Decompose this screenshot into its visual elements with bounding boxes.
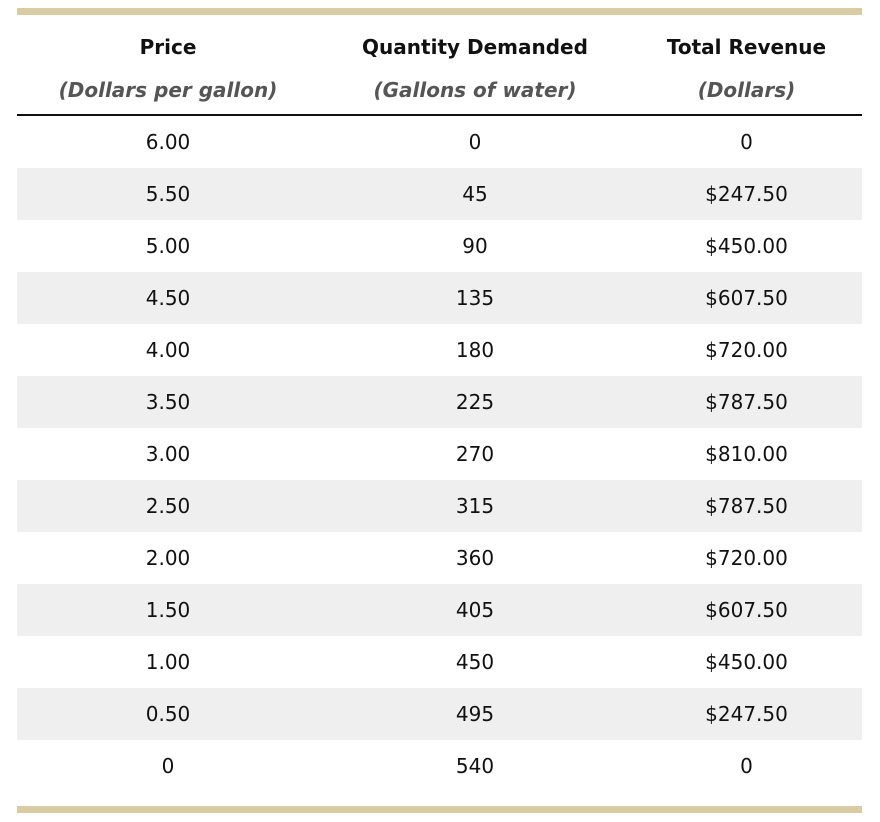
column-header: Total Revenue (Dollars) [631,24,862,115]
table-row: 4.00 180 $720.00 [17,324,862,376]
table-cell: $810.00 [705,442,788,466]
table-cell: 270 [455,442,495,466]
bottom-rule [17,806,862,813]
table-cell: $720.00 [705,338,788,362]
table-row: 0 540 0 [17,740,862,792]
header-subtitle: (Gallons of water) [373,78,577,102]
table-cell: 4.50 [17,272,319,324]
column-header: Quantity Demanded (Gallons of water) [319,24,631,115]
header-subtitle: (Dollars) [697,78,796,102]
table-cell: 3.00 [145,442,191,466]
table-row: 1.00 450 $450.00 [17,636,862,688]
header-title: Total Revenue [666,35,827,59]
table-cell: $450.00 [705,650,788,674]
table-cell: $787.50 [631,480,862,532]
table-cell: 45 [319,168,631,220]
header-subtitle: (Dollars per gallon) [58,78,278,102]
table-cell: $247.50 [631,688,862,740]
table-cell: 6.00 [145,130,191,154]
table-cell: 90 [462,234,488,258]
table-cell: 495 [319,688,631,740]
table-row: 4.50 135 $607.50 [17,272,862,324]
table-cell: 0 [740,754,753,778]
table-cell: 0 [161,754,175,778]
table-cell: 0 [740,130,753,154]
top-rule [17,8,862,15]
table-cell: 180 [455,338,495,362]
table-row: 6.00 0 0 [17,115,862,168]
table-cell: 1.50 [17,584,319,636]
revenue-table: Price (Dollars per gallon) Quantity Demand… [17,24,862,792]
header-title: Quantity Demanded [362,35,588,59]
table-row: 0.50 495 $247.50 [17,688,862,740]
table-cell: 405 [319,584,631,636]
table-row: 2.50 315 $787.50 [17,480,862,532]
table-cell: 2.50 [17,480,319,532]
table-cell: $450.00 [705,234,788,258]
table-row: 5.00 90 $450.00 [17,220,862,272]
table-cell: 5.50 [17,168,319,220]
table-body: 6.00 0 0 5.50 45 $247.50 5.00 90 $450.00 4.50 135 $… [17,115,862,792]
table-cell: 2.00 [145,546,191,570]
table-cell: 5.00 [145,234,191,258]
column-header: Price (Dollars per gallon) [17,24,319,115]
table-cell: 0.50 [17,688,319,740]
table-cell: 135 [319,272,631,324]
table-cell: 4.00 [145,338,191,362]
table-row: 2.00 360 $720.00 [17,532,862,584]
table-cell: $607.50 [631,584,862,636]
table-cell: 315 [319,480,631,532]
table-cell: 0 [468,130,482,154]
table-cell: $787.50 [631,376,862,428]
header-row: Price (Dollars per gallon) Quantity Demand… [17,24,862,115]
table-row: 3.50 225 $787.50 [17,376,862,428]
table-row: 5.50 45 $247.50 [17,168,862,220]
table-cell: $607.50 [631,272,862,324]
table-cell: 225 [319,376,631,428]
table-cell: 450 [455,650,495,674]
table-cell: 3.50 [17,376,319,428]
table-cell: 540 [455,754,495,778]
table-cell: 360 [455,546,495,570]
table-row: 3.00 270 $810.00 [17,428,862,480]
table-cell: 1.00 [145,650,191,674]
header-title: Price [139,35,197,59]
table-cell: $247.50 [631,168,862,220]
table-cell: $720.00 [705,546,788,570]
table-row: 1.50 405 $607.50 [17,584,862,636]
